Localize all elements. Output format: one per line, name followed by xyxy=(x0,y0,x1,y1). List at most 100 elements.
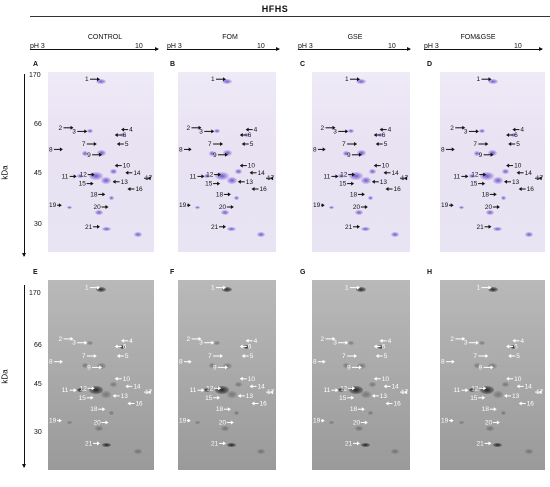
protein-spot xyxy=(101,176,112,184)
mw-66-bottom: 66 xyxy=(34,342,42,349)
svg-text:1: 1 xyxy=(85,285,89,292)
spot-label-1: 1 xyxy=(85,76,100,83)
spot-label-5: 5 xyxy=(116,353,129,360)
condition-gse: GSE xyxy=(347,34,363,41)
condition-control: CONTROL xyxy=(87,34,123,41)
spot-label-2: 2 xyxy=(59,336,74,343)
spot-label-2: 2 xyxy=(59,125,74,132)
protein-spot xyxy=(109,196,115,200)
svg-text:1: 1 xyxy=(345,285,349,292)
spot-label-20: 20 xyxy=(485,420,500,427)
svg-text:14: 14 xyxy=(392,383,400,390)
svg-text:9: 9 xyxy=(347,364,351,371)
svg-text:2: 2 xyxy=(321,336,325,343)
ph-arrow-1 xyxy=(30,47,159,51)
ph-start-4: pH 3 xyxy=(424,43,439,50)
protein-spot xyxy=(360,176,371,184)
svg-text:7: 7 xyxy=(473,141,477,148)
svg-text:2: 2 xyxy=(59,336,63,343)
protein-spot xyxy=(525,448,534,454)
spot-label-4: 4 xyxy=(245,338,258,345)
svg-text:4: 4 xyxy=(129,127,133,134)
protein-spot xyxy=(329,205,335,209)
protein-spot xyxy=(348,340,355,345)
protein-spot xyxy=(356,78,366,84)
protein-spot xyxy=(391,231,400,237)
protein-spot xyxy=(257,448,266,454)
svg-text:12: 12 xyxy=(206,385,214,392)
spot-label-2: 2 xyxy=(187,336,202,343)
spot-label-15: 15 xyxy=(339,181,355,188)
spot-label-11: 11 xyxy=(453,387,469,394)
svg-text:14: 14 xyxy=(258,170,266,177)
svg-text:16: 16 xyxy=(135,186,143,193)
protein-spot xyxy=(473,363,480,368)
svg-text:11: 11 xyxy=(453,173,460,180)
spot-label-19: 19 xyxy=(441,202,454,209)
spot-label-19: 19 xyxy=(441,418,454,425)
protein-spot xyxy=(195,421,201,424)
spot-label-12: 12 xyxy=(80,385,95,392)
svg-text:12: 12 xyxy=(80,385,88,392)
spot-label-11: 11 xyxy=(62,173,77,180)
spot-label-3: 3 xyxy=(464,340,479,347)
protein-spot xyxy=(349,386,364,395)
svg-text:16: 16 xyxy=(260,401,268,408)
spot-label-2: 2 xyxy=(321,125,336,132)
panel-label-d: D xyxy=(427,61,433,68)
spot-label-13: 13 xyxy=(371,179,387,186)
svg-text:6: 6 xyxy=(514,132,518,139)
spot-label-5: 5 xyxy=(508,141,520,148)
protein-spot xyxy=(221,425,230,431)
svg-text:5: 5 xyxy=(384,141,388,148)
spot-label-20: 20 xyxy=(93,420,109,427)
svg-text:13: 13 xyxy=(121,393,129,400)
protein-spot xyxy=(257,231,266,237)
protein-spot xyxy=(101,390,112,398)
spot-label-16: 16 xyxy=(385,186,401,193)
svg-text:1: 1 xyxy=(85,76,89,83)
spot-label-8: 8 xyxy=(179,146,192,153)
svg-text:15: 15 xyxy=(339,181,347,188)
spot-label-12: 12 xyxy=(206,385,222,392)
spot-label-3: 3 xyxy=(333,340,349,347)
svg-text:2: 2 xyxy=(450,336,454,343)
panel-label-c: C xyxy=(300,61,306,68)
svg-text:18: 18 xyxy=(350,191,358,198)
svg-text:5: 5 xyxy=(250,353,254,360)
y-axis-label-bottom: kDa xyxy=(0,369,10,384)
svg-text:2: 2 xyxy=(59,125,63,132)
svg-text:3: 3 xyxy=(72,340,76,347)
spot-label-7: 7 xyxy=(473,353,489,360)
svg-text:10: 10 xyxy=(514,376,522,383)
svg-text:11: 11 xyxy=(189,387,196,394)
spot-label-16: 16 xyxy=(518,186,534,193)
protein-spot xyxy=(356,150,366,156)
svg-text:14: 14 xyxy=(133,383,141,390)
svg-text:17: 17 xyxy=(401,175,409,182)
condition-fom: FOM xyxy=(222,34,238,41)
protein-spot xyxy=(480,172,495,181)
svg-text:5: 5 xyxy=(516,141,520,148)
svg-text:5: 5 xyxy=(516,353,520,360)
panel-label-b: B xyxy=(170,61,176,68)
spot-label-10: 10 xyxy=(114,163,130,170)
protein-spot xyxy=(488,150,497,156)
svg-text:4: 4 xyxy=(254,338,258,345)
spot-label-10: 10 xyxy=(506,376,522,383)
protein-spot xyxy=(96,78,106,84)
gel-a: 1 2 3 4 5 6 7 8 9 10 11 12 13 14 15 16 17 18 19 20 21 xyxy=(48,72,154,252)
gel-g: 1 2 3 4 5 6 7 8 9 10 11 12 13 14 15 16 17 18 19 20 21 xyxy=(312,280,410,470)
protein-spot xyxy=(134,231,143,237)
spot-label-17: 17 xyxy=(266,389,275,396)
svg-text:6: 6 xyxy=(123,344,127,351)
svg-text:21: 21 xyxy=(345,440,353,447)
spot-label-17: 17 xyxy=(144,175,153,182)
protein-spot xyxy=(209,150,216,156)
protein-spot xyxy=(500,196,506,200)
spot-label-20: 20 xyxy=(353,204,368,211)
protein-spot xyxy=(500,411,506,415)
spot-label-3: 3 xyxy=(199,340,215,347)
svg-text:14: 14 xyxy=(525,170,533,177)
ph-start-1: pH 3 xyxy=(30,43,45,50)
